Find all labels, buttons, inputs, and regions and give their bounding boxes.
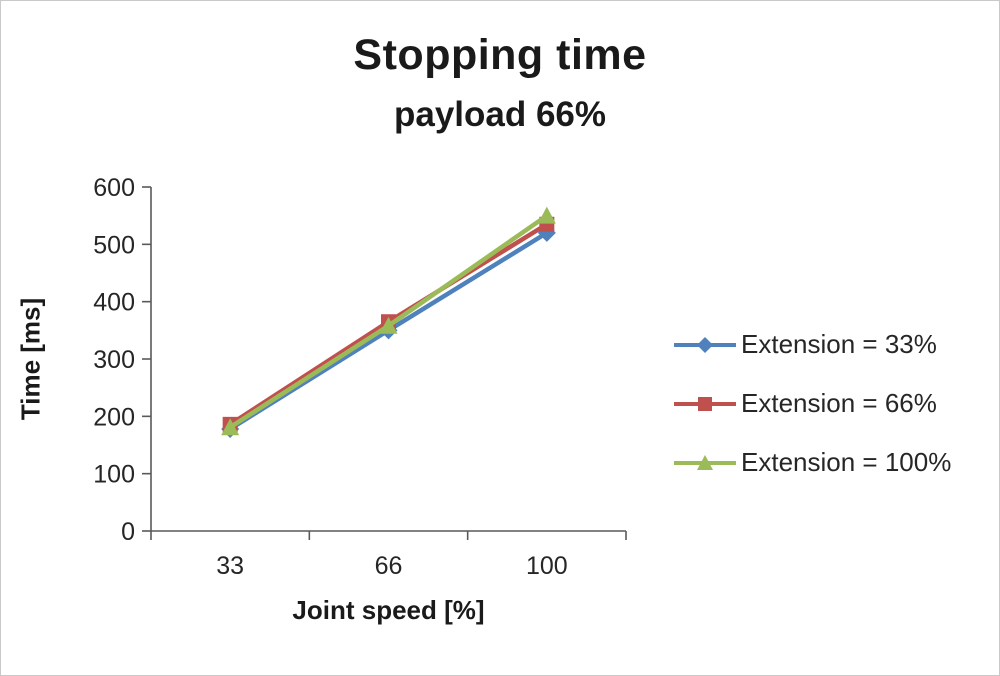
x-tick-label: 33 [216,552,244,580]
y-tick-label: 500 [93,231,135,259]
x-axis-title: Joint speed [%] [292,595,485,625]
y-tick-label: 0 [121,518,135,546]
legend-entry: Extension = 33% [673,329,951,360]
legend-marker-square-icon [674,396,736,411]
chart-subtitle: payload 66% [393,95,607,134]
legend-label: Extension = 33% [741,329,937,359]
series-marker-triangle-icon [221,418,240,436]
series-marker-triangle-icon [379,316,398,334]
y-tick-label: 600 [93,174,135,202]
legend-entry: Extension = 66% [673,388,951,419]
x-tick-label: 66 [375,552,403,580]
y-tick-label: 300 [93,346,135,374]
legend-marker-diamond-icon [674,336,736,353]
y-tick-label: 100 [93,461,135,489]
series-marker-triangle-icon [537,206,556,224]
chart-title: Stopping time [353,31,647,79]
x-tick-label: 100 [526,552,568,580]
y-tick-label: 400 [93,289,135,317]
y-axis-title: Time [ms] [15,297,46,421]
legend-marker-triangle-icon [674,454,736,470]
legend-label: Extension = 66% [741,388,937,418]
y-tick-label: 200 [93,403,135,431]
legend-label: Extension = 100% [741,447,952,477]
legend: Extension = 33% Extension = 66% Extension … [673,329,951,478]
legend-entry: Extension = 100% [673,447,951,478]
